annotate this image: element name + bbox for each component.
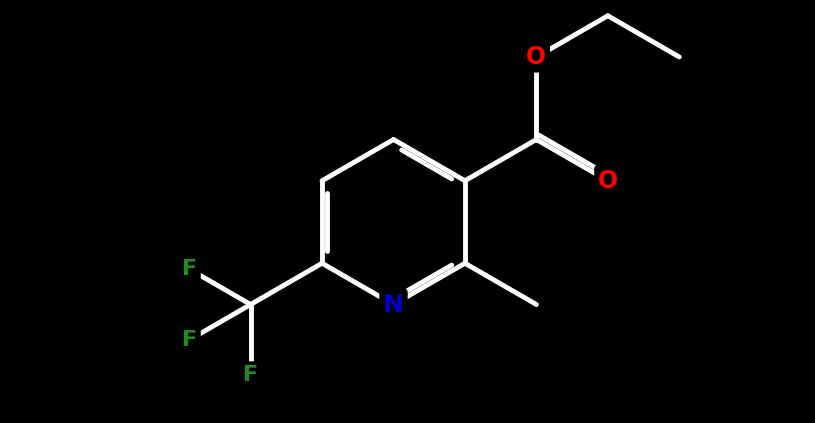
Text: N: N (383, 292, 404, 316)
Text: F: F (183, 330, 197, 349)
Text: O: O (526, 45, 546, 69)
Text: F: F (183, 259, 197, 280)
Text: O: O (597, 169, 618, 193)
Text: F: F (243, 365, 258, 385)
